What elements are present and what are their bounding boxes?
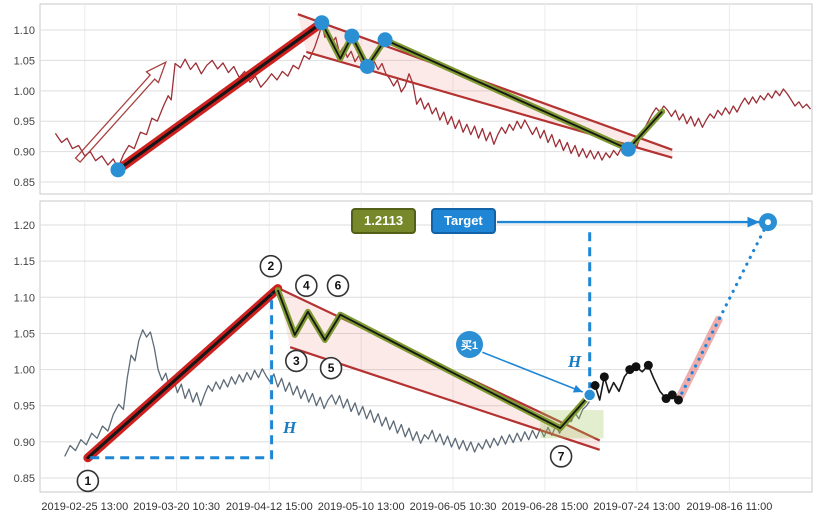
svg-text:1: 1 [85,474,92,488]
x-tick-label: 2019-02-25 13:00 [41,501,128,513]
y-tick-label: 1.05 [14,328,35,340]
y-tick-label: 1.10 [14,292,35,304]
pivot-dot [314,15,330,31]
panel-top: 1.10 1.05 1.00 0.95 0.90 0.85 [14,3,813,195]
y-tick-label: 0.95 [14,401,35,413]
series-price [54,23,812,169]
wave-number-circle [259,254,283,278]
y-tick-label: 1.05 [14,55,35,67]
x-tick-label: 2019-05-10 13:00 [318,501,405,513]
wave-number-circle [76,469,100,493]
x-tick-label: 2019-03-20 10:30 [133,501,220,513]
y-tick-label: 0.95 [14,116,35,128]
entry-dot [582,388,597,402]
series-price [64,329,591,457]
svg-text:5: 5 [328,361,335,375]
y-tick-label: 0.85 [14,177,35,189]
target-label: Target [431,208,496,234]
height-measure-label-1: H [283,418,297,437]
buy-signal-badge: 买1 [456,331,483,358]
y-tick-label: 1.20 [14,220,35,232]
svg-text:2: 2 [267,259,274,273]
x-tick-label: 2019-08-16 11:00 [686,501,772,513]
pivot-dot [620,141,636,157]
wave-number-circle [295,274,318,298]
svg-text:6: 6 [335,279,342,293]
svg-text:7: 7 [558,449,565,463]
x-tick-label: 2019-04-12 15:00 [226,501,313,513]
height-measure-label-2: H [568,352,582,371]
pivot-dot [344,28,360,44]
pivot-dot [359,59,375,75]
wave-number-circle [285,349,308,373]
open-arrow-annotation [74,60,167,164]
x-tick-label: 2019-06-28 15:00 [501,501,588,513]
y-tick-label: 0.85 [14,473,35,485]
wave-number-circle [326,274,350,298]
svg-text:3: 3 [293,354,300,368]
wave-number-circle [319,356,343,380]
pivot-dot [110,162,126,178]
svg-text:4: 4 [303,279,310,293]
x-axis-labels: 2019-02-25 13:00 2019-03-20 10:30 2019-04-… [41,501,772,513]
measure-dashed-line [90,293,274,460]
panel-bottom: 1.20 1.15 1.10 1.05 1.00 0.95 0.90 0.85 1 2 3 4 5 6 7 [14,200,813,493]
pivot-dot [377,32,393,48]
y-tick-label: 0.90 [14,147,35,159]
y-tick-label: 0.90 [14,437,35,449]
y-tick-label: 1.10 [14,25,35,37]
wedge-lower-line [289,346,601,451]
y-tick-label: 1.15 [14,256,35,268]
y-tick-label: 1.00 [14,365,35,377]
buy-pointer-arrow [482,351,584,393]
price-target-value-label: 1.2113 [351,208,417,234]
x-tick-label: 2019-07-24 13:00 [593,501,680,513]
target-projection-line [676,220,770,402]
x-tick-label: 2019-06-05 10:30 [410,501,497,513]
wave-number-circle [549,445,573,468]
y-tick-label: 1.00 [14,86,35,98]
